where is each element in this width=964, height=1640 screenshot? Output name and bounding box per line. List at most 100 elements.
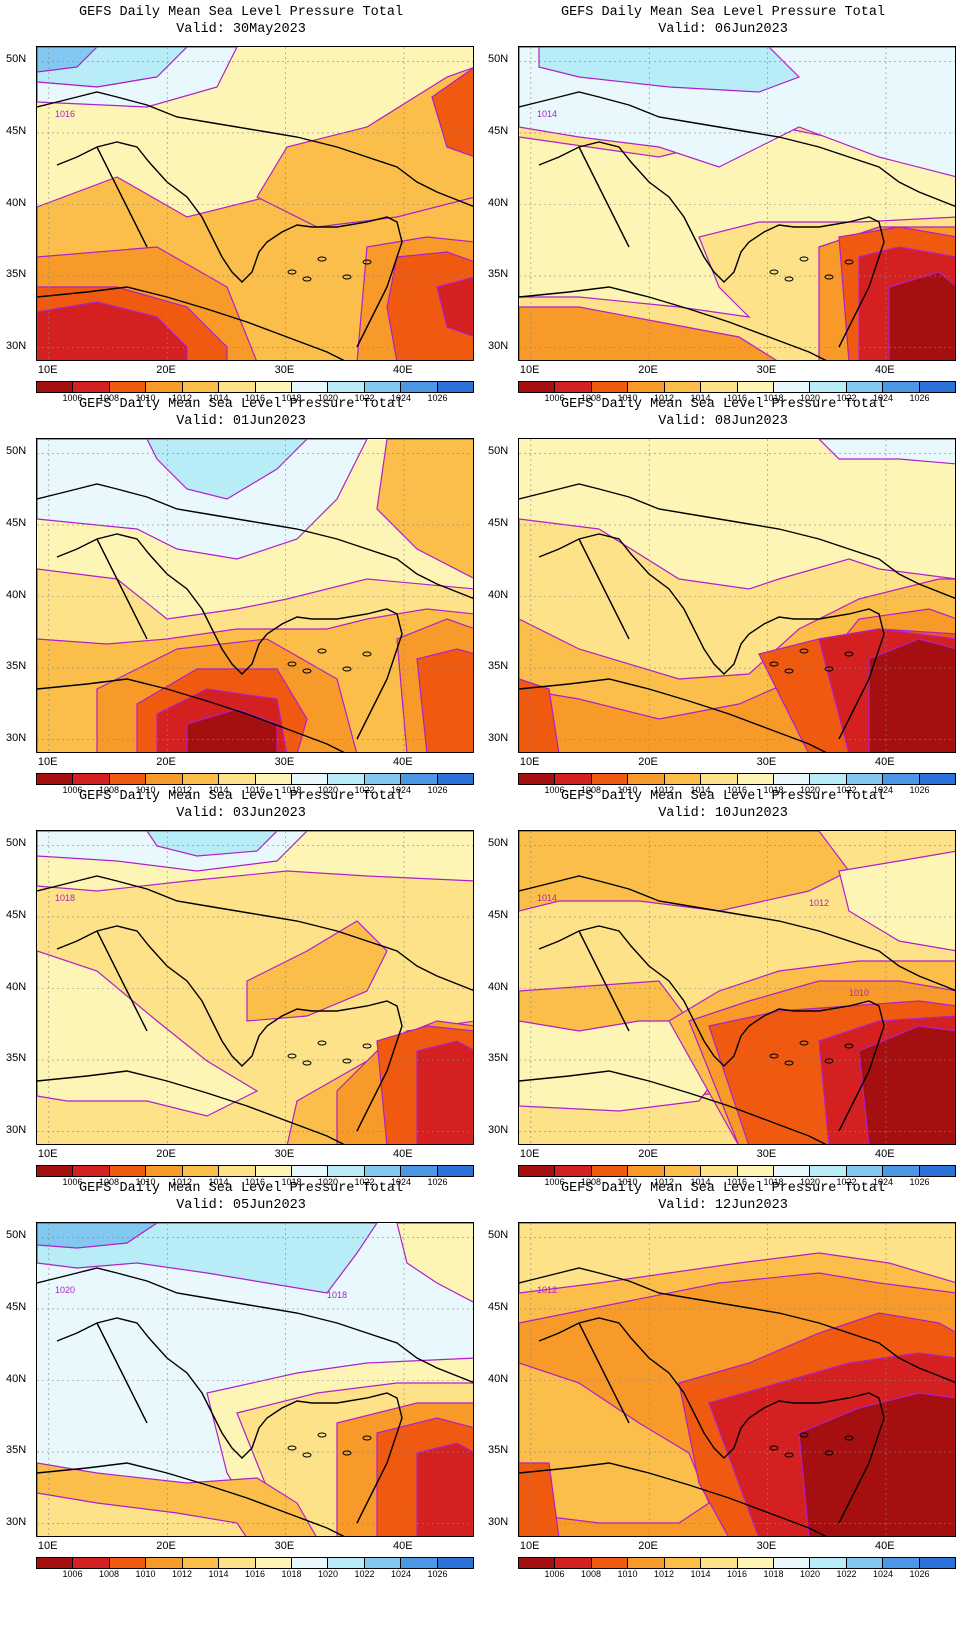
pressure-band bbox=[37, 301, 188, 360]
colorbar-label: 1006 bbox=[62, 393, 83, 403]
colorbar-swatch bbox=[255, 1558, 292, 1568]
colorbar-swatch bbox=[219, 774, 256, 784]
colorbar-label: 1008 bbox=[580, 1569, 602, 1579]
colorbar-label: 1016 bbox=[244, 1569, 266, 1579]
lat-tick-label: 50N bbox=[6, 1229, 27, 1242]
island bbox=[824, 1450, 834, 1456]
colorbar-swatch bbox=[628, 774, 665, 784]
colorbar-label: 1026 bbox=[427, 393, 448, 403]
lat-tick-label: 40N bbox=[488, 588, 509, 601]
forecast-panel: GEFS Daily Mean Sea Level Pressure Total… bbox=[0, 392, 482, 802]
lon-tick-label: 20E bbox=[638, 1540, 658, 1552]
lat-tick-label: 35N bbox=[488, 1444, 509, 1457]
pressure-band bbox=[519, 678, 560, 752]
pressure-band bbox=[538, 47, 801, 93]
contour-label: 1012 bbox=[537, 1285, 557, 1295]
colorbar-label: 1012 bbox=[171, 1569, 193, 1579]
island bbox=[342, 274, 352, 280]
island bbox=[302, 1452, 312, 1458]
colorbar-swatch bbox=[883, 1558, 920, 1568]
coastline bbox=[56, 141, 403, 348]
colorbar-swatch bbox=[401, 774, 438, 784]
colorbar-swatch bbox=[364, 1558, 402, 1568]
colorbar bbox=[518, 1557, 956, 1569]
colorbar-swatch bbox=[437, 1558, 474, 1568]
colorbar-label: 1012 bbox=[653, 785, 675, 795]
colorbar-label: 1010 bbox=[617, 1569, 638, 1579]
pressure-band bbox=[519, 126, 955, 318]
lat-tick-label: 40N bbox=[6, 588, 27, 601]
island bbox=[302, 1060, 312, 1066]
coastline bbox=[56, 925, 403, 1132]
pressure-band bbox=[519, 306, 777, 360]
lat-tick-label: 50N bbox=[6, 837, 27, 850]
panel-title-text: GEFS Daily Mean Sea Level Pressure Total bbox=[78, 1181, 404, 1196]
island bbox=[362, 1435, 372, 1441]
colorbar-label: 1022 bbox=[354, 1177, 375, 1187]
colorbar-label: 1022 bbox=[354, 1569, 375, 1579]
pressure-map-svg: 1014 bbox=[519, 47, 955, 360]
panel-title: GEFS Daily Mean Sea Level Pressure Total… bbox=[0, 788, 482, 822]
lat-tick-label: 30N bbox=[488, 1123, 509, 1136]
lat-tick-label: 45N bbox=[6, 516, 27, 529]
lon-tick-label: 30E bbox=[756, 364, 777, 376]
forecast-panel: GEFS Daily Mean Sea Level Pressure Total… bbox=[482, 392, 964, 802]
lon-tick-label: 30E bbox=[274, 1540, 295, 1552]
colorbar-label: 1020 bbox=[317, 393, 339, 403]
pressure-map-svg: 1016 bbox=[37, 47, 473, 360]
panel-valid-date: Valid: 12Jun2023 bbox=[658, 1198, 788, 1213]
pressure-map: 1014 bbox=[518, 46, 956, 361]
colorbar-swatch bbox=[109, 1166, 147, 1176]
pressure-band bbox=[416, 1442, 473, 1536]
island bbox=[317, 648, 327, 654]
pressure-map bbox=[36, 438, 474, 753]
lat-tick-label: 45N bbox=[6, 1300, 27, 1313]
lon-tick-label: 40E bbox=[874, 1540, 895, 1552]
colorbar-label: 1020 bbox=[799, 785, 821, 795]
pressure-band bbox=[37, 1492, 247, 1536]
colorbar-label: 1020 bbox=[317, 785, 339, 795]
panel-title: GEFS Daily Mean Sea Level Pressure Total… bbox=[0, 4, 482, 38]
pressure-band bbox=[416, 648, 473, 752]
colorbar-swatch bbox=[219, 1558, 256, 1568]
colorbar-swatch bbox=[810, 382, 847, 392]
colorbar-label: 1022 bbox=[354, 785, 375, 795]
contour-label: 1020 bbox=[55, 1285, 75, 1295]
island bbox=[799, 648, 809, 654]
panel-title: GEFS Daily Mean Sea Level Pressure Total… bbox=[482, 4, 964, 38]
panel-title: GEFS Daily Mean Sea Level Pressure Total… bbox=[0, 396, 482, 430]
lon-tick-label: 30E bbox=[274, 364, 295, 376]
pressure-band bbox=[37, 1223, 159, 1249]
colorbar-label: 1020 bbox=[799, 393, 821, 403]
colorbar-label: 1014 bbox=[690, 1177, 711, 1187]
contour-label: 1018 bbox=[327, 1290, 347, 1300]
contour-label: 1014 bbox=[537, 109, 557, 119]
colorbar-label: 1016 bbox=[726, 785, 748, 795]
colorbar-label: 1024 bbox=[872, 1569, 894, 1579]
coastline bbox=[538, 925, 885, 1132]
island bbox=[317, 256, 327, 262]
lat-tick-label: 50N bbox=[488, 1229, 509, 1242]
colorbar-swatch bbox=[437, 382, 474, 392]
colorbar-swatch bbox=[364, 382, 402, 392]
colorbar-swatch bbox=[810, 1166, 847, 1176]
island bbox=[824, 666, 834, 672]
panel-title: GEFS Daily Mean Sea Level Pressure Total… bbox=[482, 396, 964, 430]
colorbar-label: 1016 bbox=[726, 393, 748, 403]
island bbox=[844, 651, 854, 657]
lat-tick-label: 50N bbox=[6, 53, 27, 66]
colorbar-swatch bbox=[401, 1166, 438, 1176]
colorbar-label: 1018 bbox=[281, 785, 302, 795]
pressure-band bbox=[186, 708, 278, 752]
colorbar-swatch bbox=[737, 774, 774, 784]
colorbar-swatch bbox=[219, 382, 256, 392]
pressure-band bbox=[798, 1392, 955, 1536]
colorbar-label: 1016 bbox=[726, 1177, 748, 1187]
colorbar-swatch bbox=[37, 1166, 74, 1176]
pressure-map: 1020 1018 bbox=[36, 1222, 474, 1537]
panel-valid-date: Valid: 01Jun2023 bbox=[176, 414, 306, 429]
lon-tick-label: 20E bbox=[638, 364, 658, 376]
panel-valid-date: Valid: 05Jun2023 bbox=[176, 1198, 306, 1213]
colorbar-swatch bbox=[519, 1166, 556, 1176]
island bbox=[302, 276, 312, 282]
